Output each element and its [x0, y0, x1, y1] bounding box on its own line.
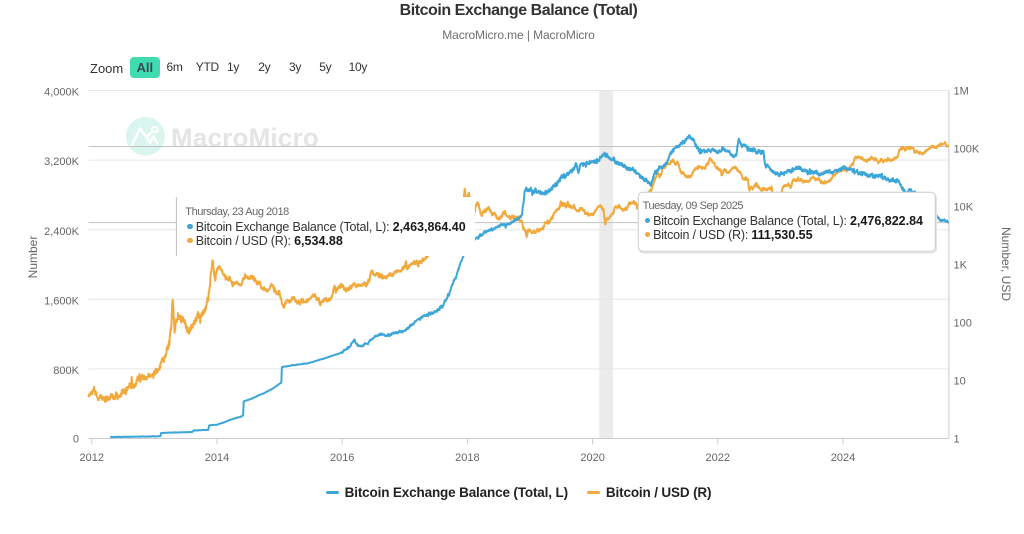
svg-text:1: 1 — [954, 433, 960, 445]
svg-text:2014: 2014 — [205, 452, 229, 464]
svg-text:2018: 2018 — [455, 452, 479, 464]
svg-text:Number, USD: Number, USD — [999, 227, 1013, 301]
svg-text:10: 10 — [954, 375, 966, 387]
svg-text:100K: 100K — [954, 143, 980, 155]
svg-text:4,000K: 4,000K — [44, 87, 80, 99]
svg-text:10K: 10K — [954, 201, 974, 213]
svg-text:Number: Number — [26, 236, 40, 279]
svg-text:800K: 800K — [53, 365, 79, 377]
svg-text:3,200K: 3,200K — [44, 156, 80, 168]
svg-text:1,600K: 1,600K — [44, 295, 80, 307]
svg-text:2,400K: 2,400K — [44, 226, 80, 238]
svg-text:1K: 1K — [954, 259, 968, 271]
svg-text:2012: 2012 — [80, 452, 104, 464]
svg-text:2022: 2022 — [706, 452, 730, 464]
svg-text:MacroMicro: MacroMicro — [171, 123, 319, 153]
svg-text:2024: 2024 — [831, 452, 855, 464]
svg-text:2016: 2016 — [330, 452, 354, 464]
svg-text:2020: 2020 — [580, 452, 604, 464]
svg-text:1M: 1M — [954, 85, 969, 97]
svg-text:0: 0 — [73, 433, 79, 445]
svg-text:100: 100 — [954, 317, 972, 329]
